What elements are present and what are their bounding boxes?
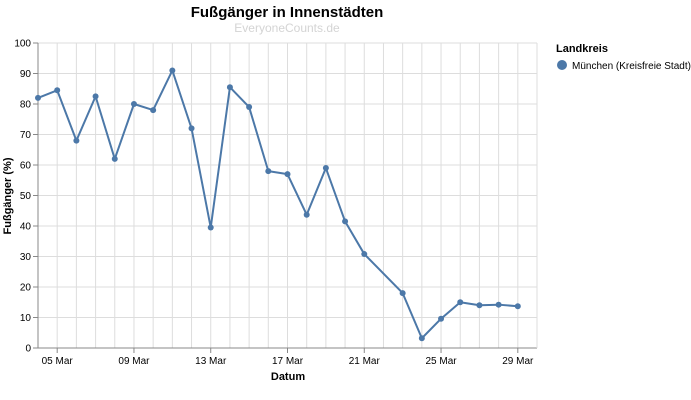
data-point — [169, 67, 176, 74]
data-point — [54, 87, 61, 94]
data-point — [35, 94, 41, 101]
legend: Landkreis München (Kreisfreie Stadt) — [556, 43, 691, 72]
x-tick-label: 05 Mar — [42, 356, 74, 367]
y-tick-labels: 0 10 20 30 40 50 60 70 80 90 100 — [14, 39, 38, 355]
x-tick-label: 13 Mar — [195, 356, 227, 367]
data-point — [438, 315, 445, 322]
y-tick-label: 20 — [20, 283, 32, 294]
x-axis-title: Datum — [271, 371, 305, 383]
data-point — [73, 137, 80, 144]
data-point — [399, 290, 406, 297]
y-tick-label: 40 — [20, 222, 32, 233]
legend-symbol — [557, 60, 567, 70]
data-point — [92, 93, 99, 100]
y-tick-label: 90 — [20, 69, 32, 80]
data-point — [188, 125, 195, 132]
x-tick-label: 29 Mar — [502, 356, 534, 367]
y-tick-label: 30 — [20, 252, 32, 263]
chart-subtitle: EveryoneCounts.de — [234, 21, 340, 35]
data-point — [457, 299, 464, 306]
legend-label: München (Kreisfreie Stadt) — [572, 61, 691, 72]
data-point — [130, 101, 137, 107]
data-point — [322, 165, 329, 172]
y-tick-label: 70 — [20, 130, 32, 141]
y-tick-label: 50 — [20, 191, 32, 202]
y-tick-label: 60 — [20, 161, 32, 172]
data-point — [207, 224, 214, 231]
x-tick-labels: 05 Mar 09 Mar 13 Mar 17 Mar 21 Mar 25 Mar 29 M… — [42, 348, 534, 367]
chart-title: Fußgänger in Innenstädten — [191, 4, 384, 21]
y-tick-label: 10 — [20, 313, 32, 324]
data-point — [111, 155, 118, 162]
data-point — [476, 302, 483, 309]
x-tick-label: 21 Mar — [349, 356, 381, 367]
data-point — [514, 303, 521, 310]
data-point — [342, 218, 349, 225]
data-point — [495, 301, 502, 308]
data-point — [303, 211, 310, 218]
x-tick-label: 25 Mar — [425, 356, 457, 367]
legend-title: Landkreis — [556, 43, 608, 55]
x-tick-label: 09 Mar — [118, 356, 150, 367]
y-axis-title: Fußgänger (%) — [2, 157, 14, 234]
x-tick-label: 17 Mar — [272, 356, 304, 367]
data-point — [150, 107, 157, 114]
series-group — [35, 67, 521, 342]
y-tick-label: 0 — [25, 344, 31, 355]
y-tick-label: 100 — [14, 39, 31, 50]
series-line — [37, 69, 518, 340]
data-point — [246, 104, 253, 111]
data-point — [418, 335, 425, 342]
data-point — [361, 251, 368, 258]
y-tick-label: 80 — [20, 100, 32, 111]
data-point — [265, 168, 272, 175]
data-point — [226, 84, 233, 91]
data-point — [284, 171, 291, 178]
